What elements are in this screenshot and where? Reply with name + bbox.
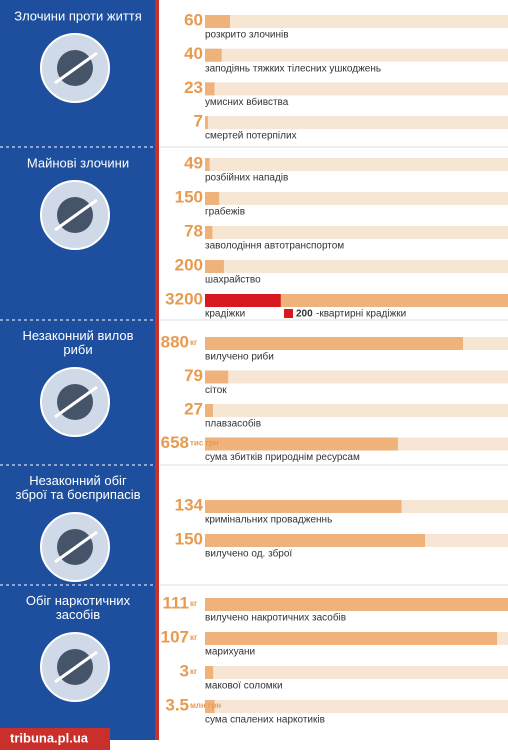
bar (205, 226, 213, 239)
icon-detail (54, 198, 98, 232)
bar-track (205, 666, 508, 679)
label: вилучено од. зброї (205, 548, 292, 560)
label: грабежів (205, 206, 245, 218)
label: марихуани (205, 647, 255, 658)
value: 40 (184, 44, 203, 63)
section-title: Незаконний обіг зброї та боєприпасів (16, 473, 141, 502)
bar-track (205, 158, 508, 171)
sub-value: 200 (296, 309, 313, 320)
unit: кг (190, 338, 198, 347)
unit: млн грн (190, 701, 221, 710)
bar (205, 598, 508, 611)
bar (205, 404, 213, 417)
bar (205, 15, 230, 28)
icon-detail (54, 51, 98, 85)
bar-track (205, 370, 508, 384)
unit: кг (190, 599, 198, 608)
section-title: Злочини проти життя (14, 8, 142, 23)
footer: tribuna.pl.ua (10, 730, 89, 745)
label: розкрито злочинів (205, 30, 289, 41)
value: 111 (163, 593, 190, 612)
bar-track (205, 116, 508, 130)
value: 200 (175, 255, 203, 274)
value: 7 (194, 112, 203, 131)
value: 23 (184, 78, 203, 97)
sub-label: -квартирні крадіжки (316, 309, 406, 320)
bar (205, 158, 210, 171)
value: 79 (184, 366, 203, 385)
label: макової соломки (205, 681, 283, 692)
bar (205, 116, 208, 130)
label: смертей потерпілих (205, 131, 297, 142)
value: 150 (175, 187, 203, 206)
value: 27 (184, 399, 203, 418)
value: 3200 (165, 289, 203, 308)
section-title: Незаконний вилов риби (22, 328, 133, 357)
value: 134 (175, 495, 204, 514)
section-title: Обіг наркотичних засобів (26, 593, 131, 622)
footer-bg (0, 728, 110, 750)
section-title: Майнові злочини (27, 155, 129, 170)
label: заподіянь тяжких тілесних ушкоджень (205, 63, 381, 74)
label: сіток (205, 385, 227, 396)
label: розбійних нападів (205, 172, 288, 184)
label: вилучено накротичних засобів (205, 612, 346, 624)
bar-track (205, 260, 508, 273)
label: вилучено риби (205, 351, 274, 363)
bar (205, 437, 398, 451)
bar-track (205, 15, 508, 28)
label: сума збитків природнім ресурсам (205, 451, 360, 463)
bar-track (205, 226, 508, 239)
bar-track (205, 82, 508, 96)
value: 150 (175, 529, 203, 548)
icon-detail (54, 385, 98, 419)
unit: кг (190, 633, 198, 642)
bar (205, 192, 220, 205)
bar-track (205, 404, 508, 417)
bar (205, 700, 215, 713)
bar (205, 370, 229, 384)
value: 658 (161, 433, 189, 452)
label: заволодіння автотранспортом (205, 241, 344, 252)
value: 60 (184, 10, 203, 29)
bar (205, 337, 463, 350)
value: 78 (184, 221, 203, 240)
sub-bar (205, 294, 281, 307)
value: 49 (184, 153, 203, 172)
value: 880 (161, 332, 189, 351)
value: 3.5 (165, 695, 189, 714)
panel-edge (155, 0, 159, 740)
bar (205, 534, 425, 547)
value: 3 (180, 661, 189, 680)
unit: тис грн (190, 439, 219, 448)
bar (205, 260, 224, 273)
label: кримінальних провадженнь (205, 515, 332, 526)
bar (205, 500, 402, 513)
bar (205, 632, 498, 645)
label: крадіжки (205, 309, 245, 320)
legend-swatch (284, 309, 293, 318)
unit: кг (190, 667, 198, 676)
bar-track (205, 48, 508, 62)
label: плавзасобів (205, 418, 261, 430)
bar-track (205, 700, 508, 713)
icon-detail (54, 530, 98, 564)
label: шахрайство (205, 275, 261, 286)
bar (205, 48, 222, 62)
label: умисних вбивства (205, 96, 289, 108)
label: сума спалених наркотиків (205, 715, 325, 726)
bar-track (205, 192, 508, 205)
icon-detail (54, 650, 98, 684)
value: 107 (161, 627, 189, 646)
bar (205, 82, 215, 96)
bar (205, 666, 214, 679)
